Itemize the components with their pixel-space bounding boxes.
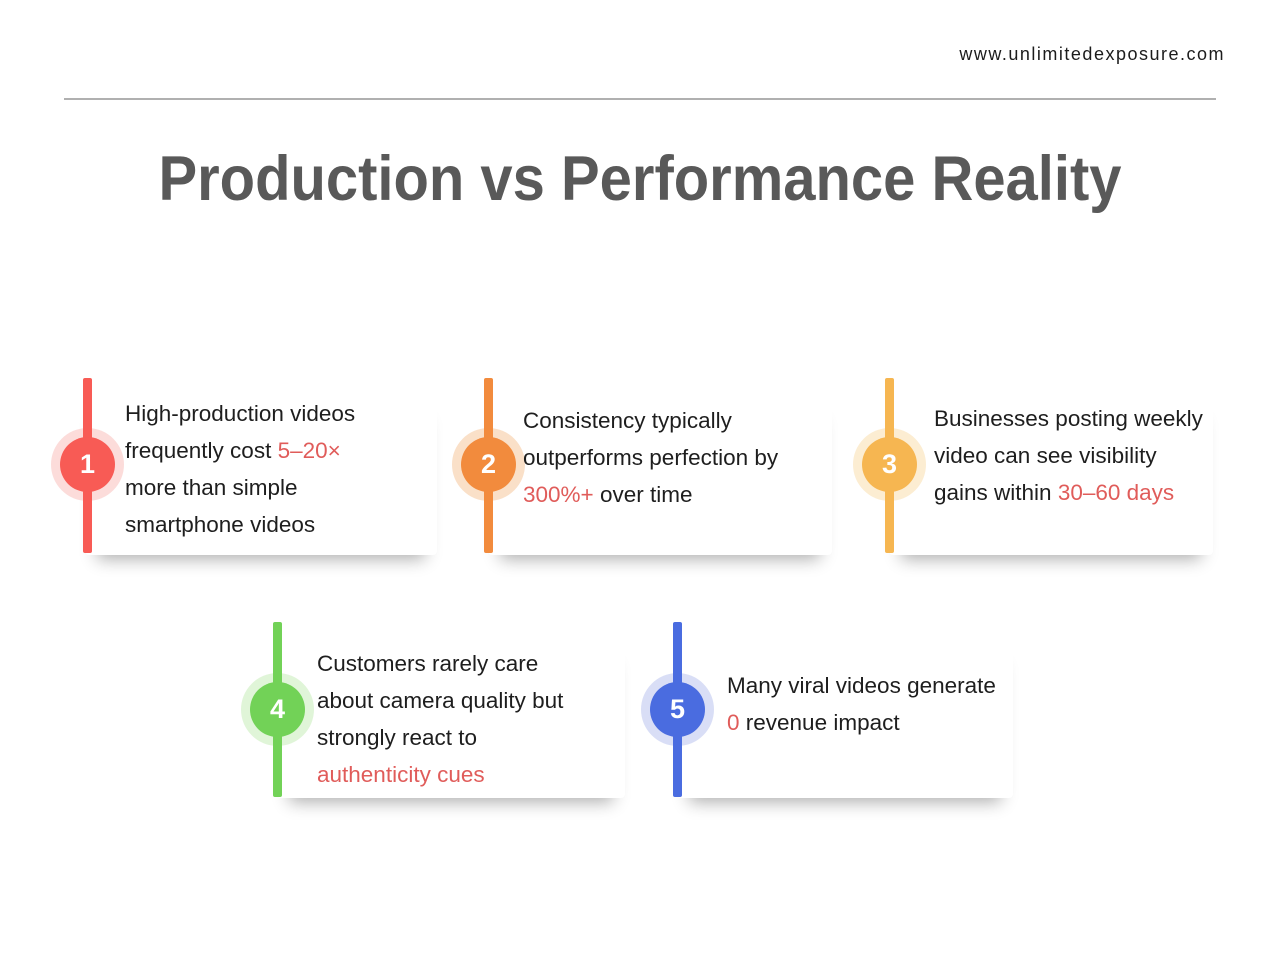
item-text: Businesses posting weekly video can see v… xyxy=(934,400,1203,511)
plain-text: outperforms perfection by xyxy=(523,445,779,470)
item-text: Many viral videos generate 0 revenue impa… xyxy=(727,667,996,741)
plain-text: video can see visibility xyxy=(934,443,1157,468)
highlighted-text: 300%+ xyxy=(523,482,594,507)
header-divider xyxy=(64,98,1216,100)
highlighted-text: 30–60 days xyxy=(1057,480,1175,505)
item-number: 5 xyxy=(669,694,686,724)
plain-text: strongly react to xyxy=(317,725,478,750)
item-number: 3 xyxy=(881,449,898,479)
plain-text: revenue impact xyxy=(739,710,900,735)
number-badge: 4 xyxy=(250,682,305,737)
plain-text: gains within xyxy=(934,480,1058,505)
item-text: Customers rarely care about camera qualit… xyxy=(317,645,563,793)
plain-text: over time xyxy=(593,482,693,507)
plain-text: frequently cost xyxy=(125,438,278,463)
number-badge: 1 xyxy=(60,437,115,492)
item-card xyxy=(677,636,1013,798)
item-card xyxy=(488,392,832,555)
item-card xyxy=(85,392,437,555)
plain-text: more than simple xyxy=(125,475,298,500)
plain-text: about camera quality but xyxy=(317,688,564,713)
item-text: Consistency typically outperforms perfect… xyxy=(523,402,778,513)
highlighted-text: authenticity cues xyxy=(317,762,485,787)
item-number: 2 xyxy=(480,449,497,479)
number-badge: 5 xyxy=(650,682,705,737)
number-badge: 3 xyxy=(862,437,917,492)
item-text: High-production videos frequently cost 5–… xyxy=(125,395,355,543)
item-number: 1 xyxy=(79,449,96,479)
plain-text: Consistency typically xyxy=(523,408,732,433)
plain-text: Many viral videos generate xyxy=(727,673,996,698)
plain-text: High-production videos xyxy=(125,401,356,426)
plain-text: smartphone videos xyxy=(125,512,316,537)
item-card xyxy=(889,392,1213,555)
item-card xyxy=(277,636,625,798)
page-title: Production vs Performance Reality xyxy=(158,144,1122,214)
item-number: 4 xyxy=(269,694,286,724)
highlighted-text: 0 xyxy=(727,710,740,735)
plain-text: Customers rarely care xyxy=(317,651,539,676)
website-url: www.unlimitedexposure.com xyxy=(959,44,1225,64)
number-badge: 2 xyxy=(461,437,516,492)
plain-text: Businesses posting weekly xyxy=(934,406,1203,431)
highlighted-text: 5–20× xyxy=(277,438,341,463)
